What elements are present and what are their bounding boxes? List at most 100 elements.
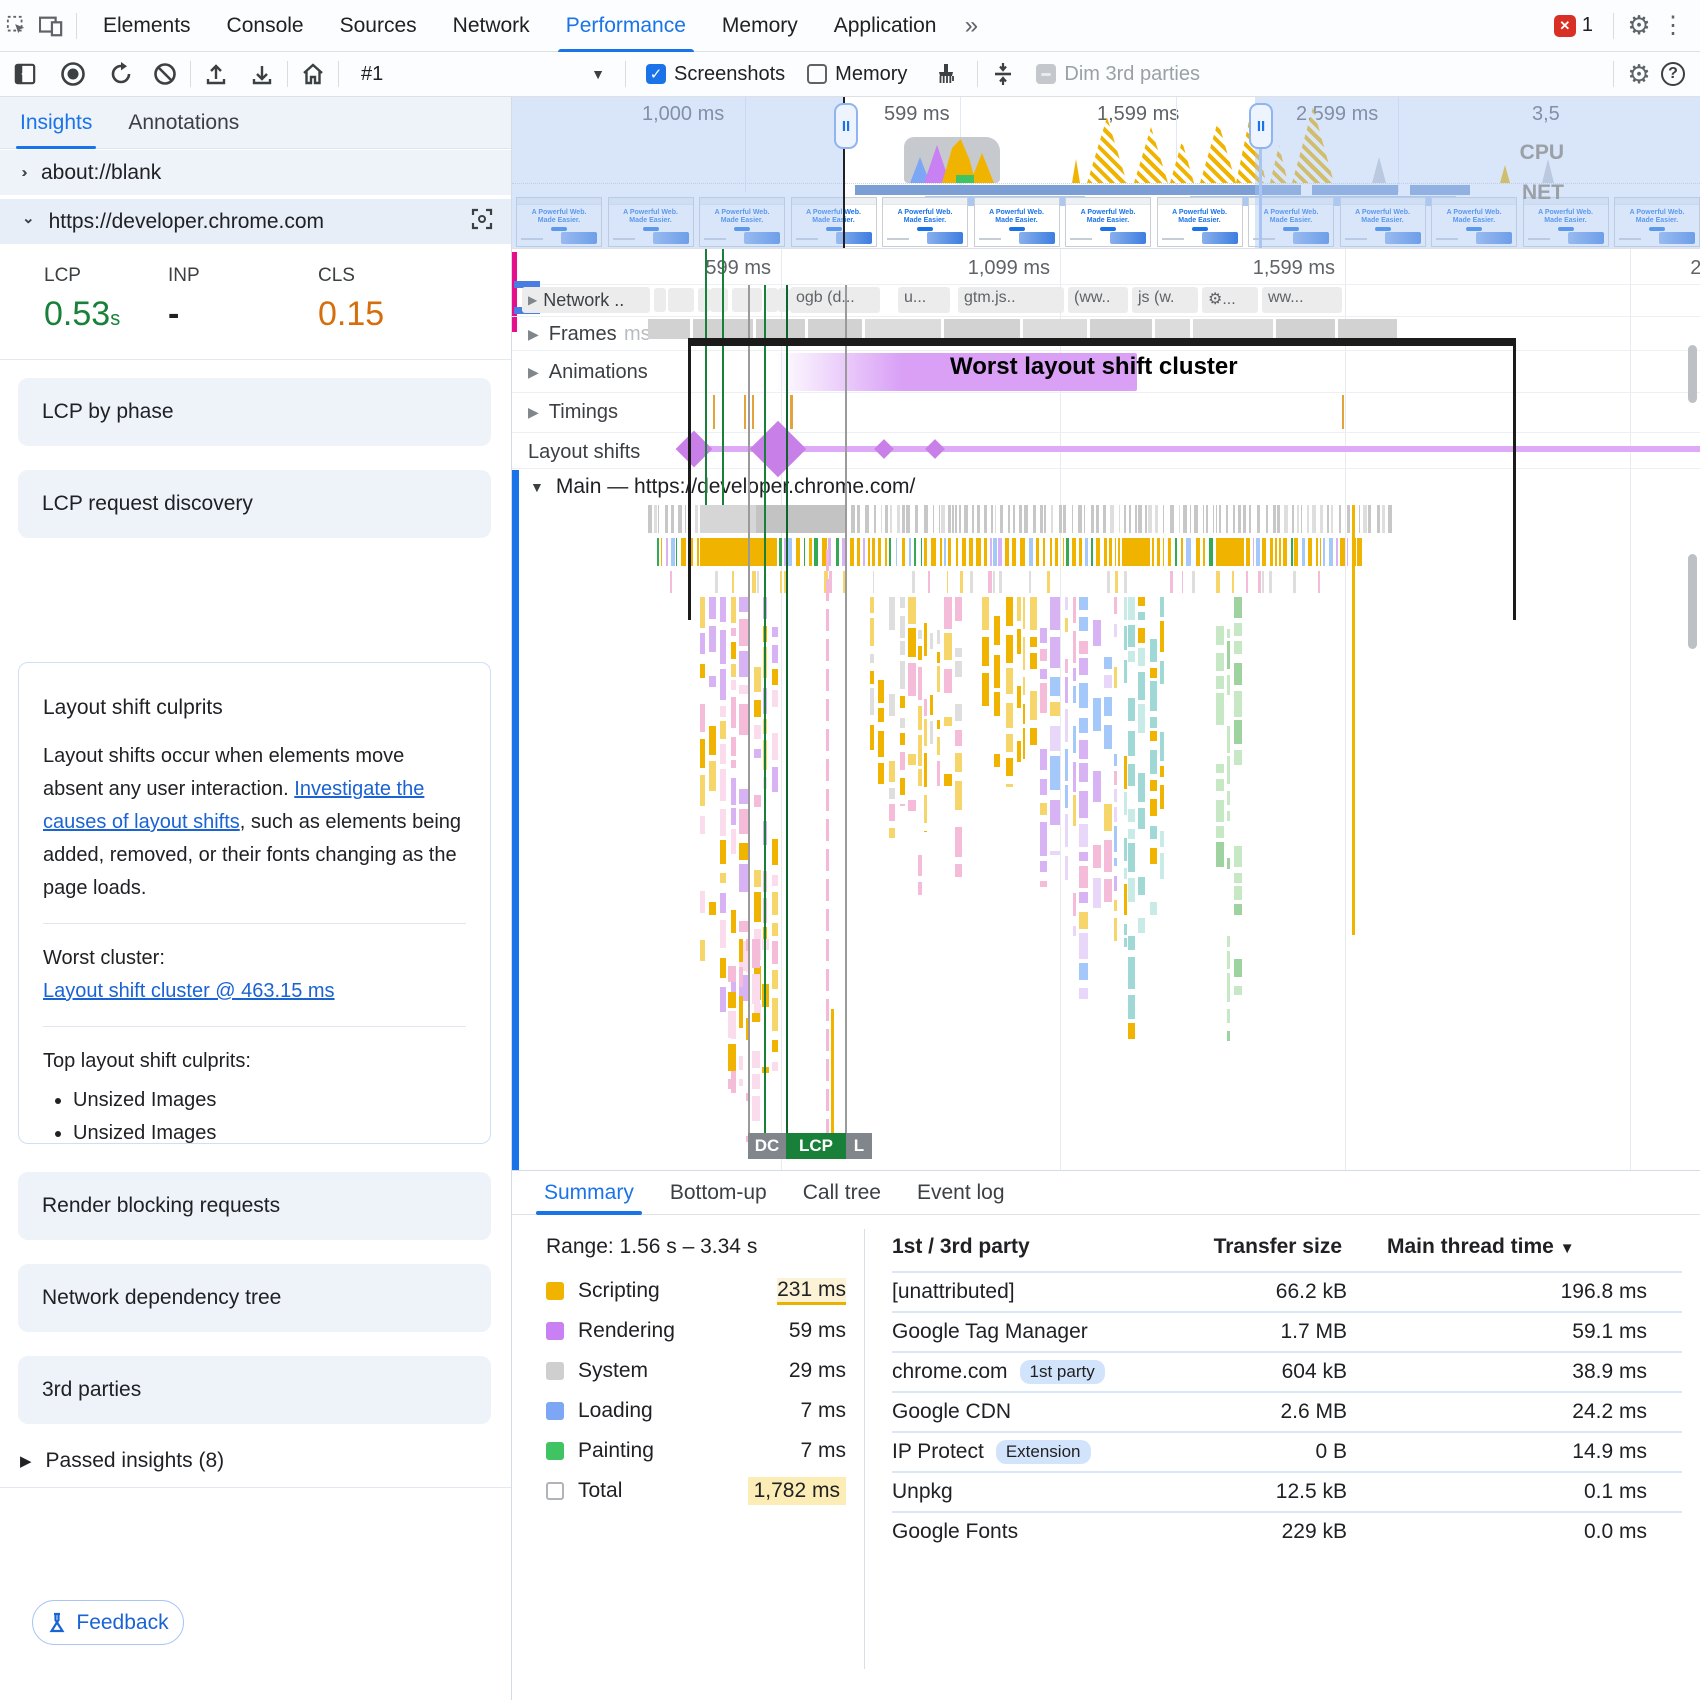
flame-bar[interactable] [1050, 597, 1059, 630]
flame-bar[interactable] [1292, 505, 1293, 533]
flame-bar[interactable] [1124, 660, 1127, 683]
flame-bar[interactable] [720, 769, 726, 801]
flame-bar[interactable] [994, 616, 1001, 645]
flame-bar[interactable] [1227, 1031, 1230, 1041]
flame-bar[interactable] [681, 538, 685, 566]
frame-bar[interactable] [1193, 319, 1273, 339]
flame-bar[interactable] [1138, 704, 1145, 734]
flame-bar[interactable] [1084, 505, 1086, 533]
flame-bar[interactable] [700, 704, 705, 732]
flame-bar[interactable] [1128, 843, 1135, 872]
flame-bar[interactable] [1040, 803, 1047, 815]
flame-bar[interactable] [1065, 749, 1068, 781]
tab-insights[interactable]: Insights [20, 97, 92, 149]
flame-bar[interactable] [969, 538, 973, 566]
session-dropdown-icon[interactable]: ▼ [591, 66, 605, 82]
flame-bar[interactable] [1183, 505, 1187, 533]
flame-bar[interactable] [1148, 505, 1152, 533]
flame-bar[interactable] [994, 754, 1001, 767]
flame-bar[interactable] [1040, 861, 1047, 872]
flame-bar[interactable] [1128, 651, 1135, 662]
chevron-down-icon[interactable]: ⌄ [22, 209, 35, 227]
flame-bar[interactable] [1114, 771, 1117, 785]
tab-summary[interactable]: Summary [530, 1171, 648, 1215]
flame-bar[interactable] [1138, 612, 1145, 621]
flame-bar[interactable] [1073, 668, 1076, 681]
flame-bar[interactable] [902, 538, 905, 566]
flame-bar[interactable] [682, 571, 685, 593]
flame-bar[interactable] [1150, 681, 1157, 711]
upload-profile-icon[interactable] [199, 57, 233, 91]
flame-bar[interactable] [930, 633, 933, 649]
flame-bar[interactable] [1170, 571, 1173, 593]
table-row[interactable]: Google CDN2.6 MB24.2 ms [892, 1391, 1682, 1431]
flame-bar[interactable] [1005, 538, 1009, 566]
flame-bar[interactable] [1175, 538, 1177, 566]
frame-bar[interactable] [865, 319, 942, 339]
flame-bar[interactable] [1017, 686, 1021, 708]
flame-bar[interactable] [772, 941, 778, 964]
flame-bar[interactable] [731, 910, 736, 933]
flame-bar[interactable] [1008, 505, 1010, 533]
table-row[interactable]: Google Fonts229 kB0.0 ms [892, 1511, 1682, 1551]
flame-bar[interactable] [1006, 703, 1013, 728]
network-request-chip[interactable]: (ww.. [1068, 287, 1128, 313]
flame-bar[interactable] [1181, 538, 1183, 566]
flame-bar[interactable] [754, 749, 761, 758]
flame-bar[interactable] [1388, 505, 1392, 533]
flame-bar[interactable] [1079, 763, 1087, 782]
flame-bar[interactable] [1109, 538, 1113, 566]
flame-bar[interactable] [1114, 876, 1117, 891]
flame-bar[interactable] [1234, 663, 1243, 686]
flame-bar[interactable] [885, 538, 888, 566]
flame-bar[interactable] [1073, 926, 1076, 936]
flame-bar[interactable] [1160, 597, 1163, 617]
flame-bar[interactable] [1079, 683, 1087, 708]
flame-bar[interactable] [1138, 672, 1145, 700]
flame-bar[interactable] [1006, 734, 1013, 752]
flame-bar[interactable] [944, 669, 952, 692]
flame-bar[interactable] [709, 902, 716, 914]
flame-bar[interactable] [863, 538, 865, 566]
flame-bar[interactable] [984, 505, 987, 533]
flame-bar[interactable] [1073, 726, 1076, 752]
overview-handle-left[interactable]: II [834, 103, 858, 149]
flame-bar[interactable] [700, 940, 705, 961]
tab-memory[interactable]: Memory [704, 0, 816, 52]
flame-bar[interactable] [1079, 963, 1087, 979]
flame-bar[interactable] [897, 505, 900, 533]
inspect-element-icon[interactable] [0, 9, 34, 43]
network-request-fragment[interactable] [732, 288, 762, 312]
flame-bar[interactable] [1279, 538, 1281, 566]
flame-bar[interactable] [772, 733, 778, 760]
flame-bar[interactable] [1040, 628, 1047, 643]
flame-bar[interactable] [1072, 538, 1076, 566]
flame-bar[interactable] [889, 538, 891, 566]
tab-sources[interactable]: Sources [322, 0, 435, 52]
flame-bar[interactable] [1040, 822, 1047, 856]
flame-bar[interactable] [857, 538, 861, 566]
flame-bar[interactable] [1050, 637, 1059, 668]
flame-bar[interactable] [1017, 597, 1021, 621]
flame-bar[interactable] [1331, 505, 1333, 533]
flame-bar[interactable] [1262, 571, 1264, 593]
flame-bar[interactable] [752, 1013, 760, 1022]
flame-bar[interactable] [1124, 924, 1127, 935]
flame-bar[interactable] [1050, 677, 1059, 696]
flame-bar[interactable] [728, 1079, 736, 1089]
flame-bar[interactable] [1227, 641, 1230, 669]
flame-bar[interactable] [1138, 597, 1145, 606]
flame-bar[interactable] [754, 892, 761, 922]
nav-developer-chrome[interactable]: ⌄ https://developer.chrome.com [0, 199, 511, 246]
flame-bar[interactable] [1203, 505, 1204, 533]
flame-bar[interactable] [774, 571, 778, 593]
flame-bar[interactable] [1104, 840, 1112, 872]
flame-bar[interactable] [908, 628, 916, 657]
flame-bar[interactable] [772, 875, 778, 886]
flame-bar[interactable] [918, 769, 922, 785]
timeline-overview[interactable]: 1,000 ms599 ms1,599 ms2,599 ms3,5A Power… [512, 97, 1700, 249]
flame-bar[interactable] [1216, 538, 1244, 566]
flame-bar[interactable] [1160, 621, 1163, 652]
flame-bar[interactable] [995, 505, 996, 533]
flame-bar[interactable] [1006, 668, 1013, 695]
